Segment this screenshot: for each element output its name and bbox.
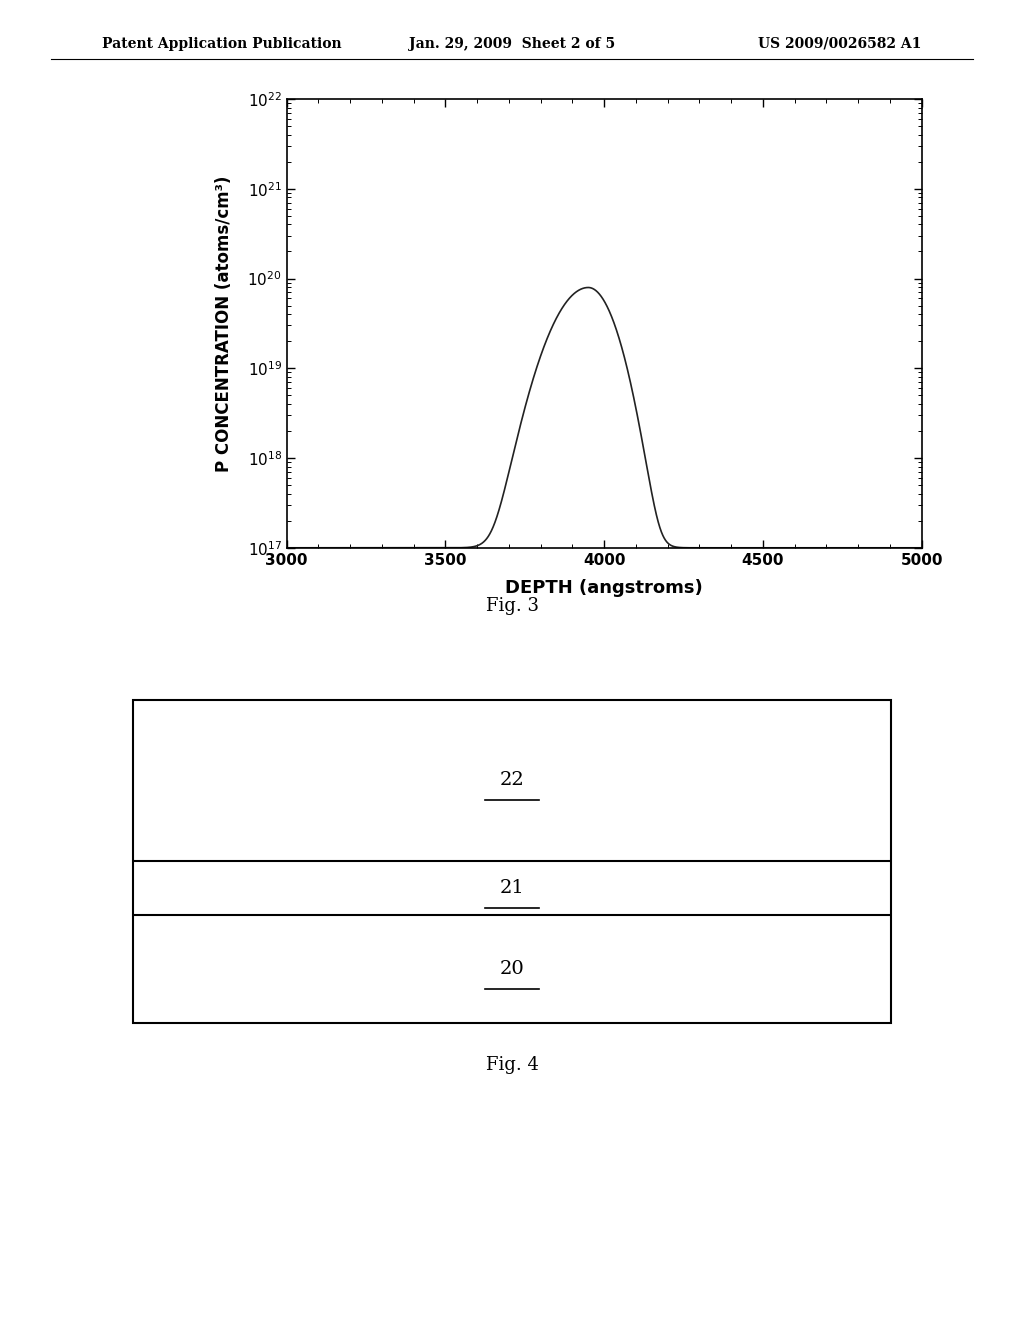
Point [479, 792, 492, 808]
Text: Jan. 29, 2009  Sheet 2 of 5: Jan. 29, 2009 Sheet 2 of 5 [409, 37, 615, 51]
Text: Patent Application Publication: Patent Application Publication [102, 37, 342, 51]
Point [479, 900, 492, 916]
Point [532, 900, 545, 916]
Point [532, 981, 545, 997]
Text: US 2009/0026582 A1: US 2009/0026582 A1 [758, 37, 922, 51]
Y-axis label: P CONCENTRATION (atoms/cm³): P CONCENTRATION (atoms/cm³) [215, 176, 233, 471]
Text: 22: 22 [500, 771, 524, 789]
X-axis label: DEPTH (angstroms): DEPTH (angstroms) [505, 578, 703, 597]
Text: Fig. 3: Fig. 3 [485, 597, 539, 615]
Text: 20: 20 [500, 960, 524, 978]
Text: Fig. 4: Fig. 4 [485, 1056, 539, 1074]
Point [532, 792, 545, 808]
Point [479, 981, 492, 997]
Text: 21: 21 [500, 879, 524, 898]
